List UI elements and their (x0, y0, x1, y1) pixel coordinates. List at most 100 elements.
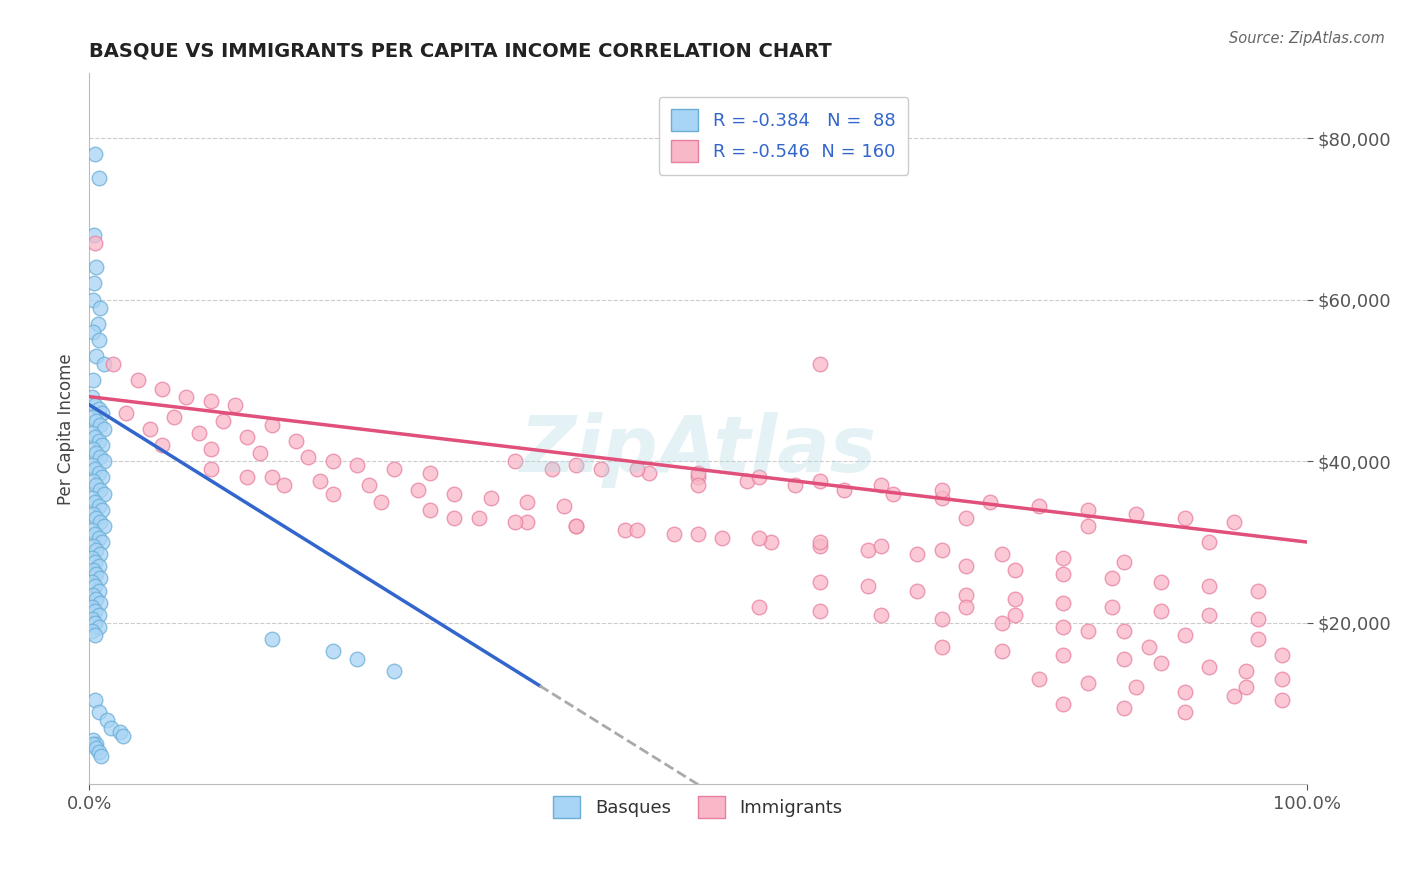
Point (443, 510, 465, 524)
Point (626, 462, 648, 476)
Point (82, 539, 104, 553)
Point (84, 579, 107, 593)
Point (1198, 660, 1220, 674)
Point (150, 382, 173, 396)
Point (540, 462, 562, 476)
Point (84, 147, 107, 161)
Point (80, 612, 103, 626)
Point (84, 615, 107, 630)
Point (80, 575, 103, 590)
Point (82, 733, 104, 747)
Point (93, 486, 115, 500)
Point (1174, 628, 1197, 642)
Point (553, 499, 575, 513)
Point (82, 737, 104, 751)
Point (735, 475, 758, 489)
Point (955, 599, 977, 614)
Point (322, 644, 344, 658)
Point (1125, 681, 1147, 695)
Point (86, 543, 108, 558)
Point (1150, 604, 1173, 618)
Point (1004, 591, 1026, 606)
Point (1101, 571, 1123, 585)
Point (86, 737, 108, 751)
Point (91, 535, 114, 549)
Point (479, 491, 502, 505)
Point (84, 628, 107, 642)
Point (589, 462, 612, 476)
Point (87, 434, 110, 448)
Y-axis label: Per Capita Income: Per Capita Income (58, 353, 75, 505)
Point (84, 398, 107, 412)
Point (808, 475, 831, 489)
Point (87, 705, 110, 719)
Point (1052, 648, 1074, 662)
Point (84, 692, 107, 706)
Point (808, 604, 831, 618)
Point (1114, 555, 1136, 569)
Point (931, 491, 953, 505)
Point (84, 555, 107, 569)
Point (84, 462, 107, 476)
Point (443, 486, 465, 500)
Point (82, 442, 104, 457)
Point (236, 430, 259, 444)
Point (905, 583, 928, 598)
Point (87, 333, 110, 347)
Point (1052, 567, 1074, 582)
Point (869, 607, 891, 622)
Point (80, 491, 103, 505)
Point (370, 494, 392, 508)
Point (93, 454, 115, 468)
Point (297, 450, 319, 465)
Point (260, 470, 283, 484)
Point (565, 519, 588, 533)
Point (1052, 620, 1074, 634)
Point (86, 478, 108, 492)
Point (89, 515, 111, 529)
Point (80, 551, 103, 566)
Point (150, 438, 173, 452)
Point (212, 414, 235, 428)
Point (686, 467, 709, 481)
Point (1271, 692, 1294, 706)
Point (832, 483, 855, 497)
Point (93, 357, 115, 371)
Point (785, 478, 807, 492)
Point (991, 615, 1014, 630)
Point (1028, 499, 1050, 513)
Point (80, 458, 103, 473)
Point (200, 393, 222, 408)
Point (86, 317, 108, 331)
Point (80, 523, 103, 537)
Point (91, 406, 114, 420)
Point (1077, 519, 1099, 533)
Point (346, 458, 368, 473)
Point (686, 478, 709, 492)
Point (808, 357, 831, 371)
Point (565, 458, 588, 473)
Point (955, 588, 977, 602)
Point (87, 499, 110, 513)
Point (991, 547, 1014, 561)
Point (955, 510, 977, 524)
Point (285, 434, 308, 448)
Point (80, 425, 103, 440)
Point (224, 398, 246, 412)
Point (83, 277, 105, 291)
Point (82, 374, 104, 388)
Point (84, 604, 107, 618)
Point (516, 515, 538, 529)
Point (686, 527, 709, 541)
Point (86, 510, 108, 524)
Point (1114, 624, 1136, 638)
Point (1247, 583, 1270, 598)
Point (1271, 673, 1294, 687)
Point (869, 478, 891, 492)
Point (249, 446, 271, 460)
Point (163, 409, 186, 424)
Point (84, 430, 107, 444)
Point (84, 494, 107, 508)
Point (1198, 535, 1220, 549)
Point (139, 422, 162, 436)
